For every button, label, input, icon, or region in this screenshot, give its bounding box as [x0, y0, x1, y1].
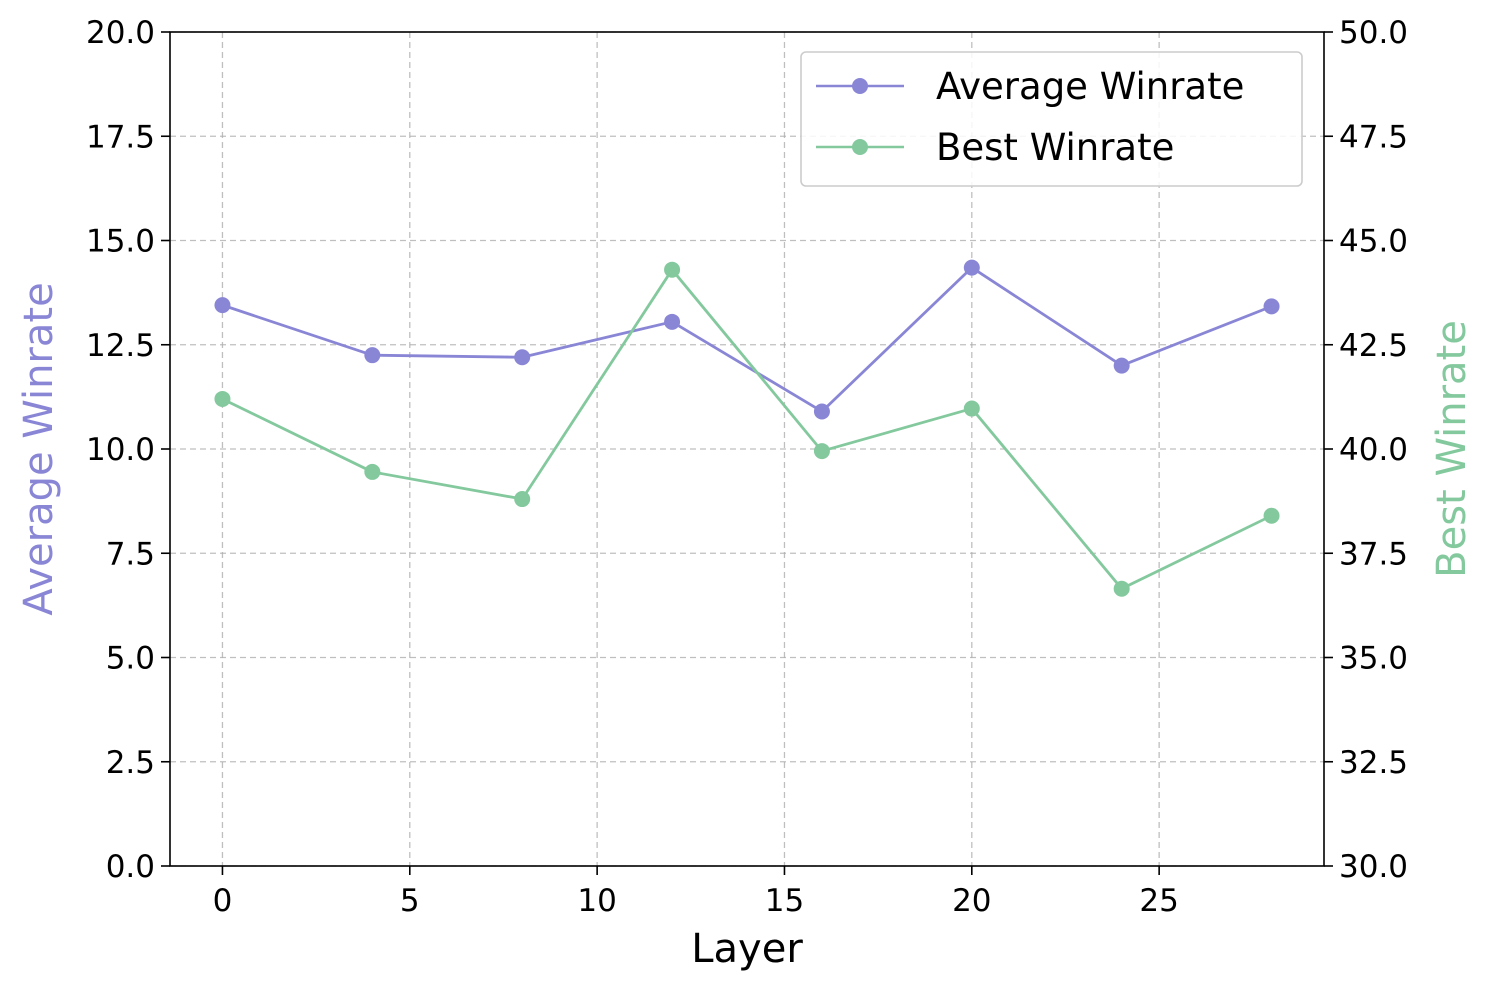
y-left-tick-label: 5.0: [106, 641, 155, 677]
y-right-tick-label: 47.5: [1339, 119, 1408, 155]
data-point-best-winrate: [664, 261, 681, 278]
y-right-tick-label: 32.5: [1339, 745, 1408, 781]
data-point-best-winrate: [1263, 507, 1280, 524]
series-line-average-winrate: [222, 266, 1273, 413]
y-left-axis-title: Average Winrate: [16, 282, 62, 615]
y-right-tick-label: 30.0: [1339, 849, 1408, 885]
y-right-tick-label: 37.5: [1339, 536, 1408, 572]
x-axis-title: Layer: [691, 926, 803, 972]
x-tick-label: 15: [765, 883, 804, 919]
x-tick-label: 5: [400, 883, 420, 919]
y-left-tick-label: 12.5: [86, 328, 155, 364]
legend-label-average-winrate: Average Winrate: [936, 65, 1244, 108]
legend-marker-best-winrate: [852, 139, 868, 155]
y-left-tick-label: 10.0: [86, 432, 155, 468]
series-layer: [214, 259, 1280, 597]
legend: Average Winrate Best Winrate: [800, 51, 1303, 187]
legend-marker-average-winrate: [852, 78, 868, 94]
x-tick-label: 25: [1139, 883, 1178, 919]
data-point-average-winrate: [514, 349, 531, 366]
data-point-best-winrate: [214, 390, 231, 407]
y-left-tick-label: 17.5: [86, 119, 155, 155]
y-right-tick-label: 50.0: [1339, 15, 1408, 51]
y-left-tick-label: 0.0: [106, 849, 155, 885]
legend-box: [800, 51, 1303, 187]
data-point-average-winrate: [214, 297, 231, 314]
y-right-tick-label: 45.0: [1339, 224, 1408, 260]
y-left-tick-label: 15.0: [86, 224, 155, 260]
data-point-average-winrate: [1113, 357, 1130, 374]
data-point-average-winrate: [963, 259, 980, 276]
y-right-tick-label: 40.0: [1339, 432, 1408, 468]
data-point-best-winrate: [963, 400, 980, 417]
data-point-average-winrate: [1263, 298, 1280, 315]
data-point-best-winrate: [813, 443, 830, 460]
data-point-best-winrate: [1113, 580, 1130, 597]
data-point-average-winrate: [364, 347, 381, 364]
x-tick-label: 0: [213, 883, 233, 919]
ticks: 0 5 10 15 20 25 0.0 2.5 5.0 7.5 10.0 12.5 15.0 17.5 20…: [86, 15, 1408, 919]
y-right-axis-title: Best Winrate: [1429, 320, 1475, 578]
y-right-tick-label: 42.5: [1339, 328, 1408, 364]
series-line-best-winrate: [221, 268, 1273, 591]
data-point-best-winrate: [364, 463, 381, 480]
data-point-average-winrate: [664, 313, 681, 330]
y-left-tick-label: 7.5: [106, 536, 155, 572]
data-point-best-winrate: [514, 491, 531, 508]
data-point-average-winrate: [813, 403, 830, 420]
x-tick-label: 20: [952, 883, 991, 919]
y-right-tick-label: 35.0: [1339, 641, 1408, 677]
legend-label-best-winrate: Best Winrate: [936, 126, 1174, 169]
x-tick-label: 10: [577, 883, 616, 919]
y-left-tick-label: 2.5: [106, 745, 155, 781]
y-left-tick-label: 20.0: [86, 15, 155, 51]
